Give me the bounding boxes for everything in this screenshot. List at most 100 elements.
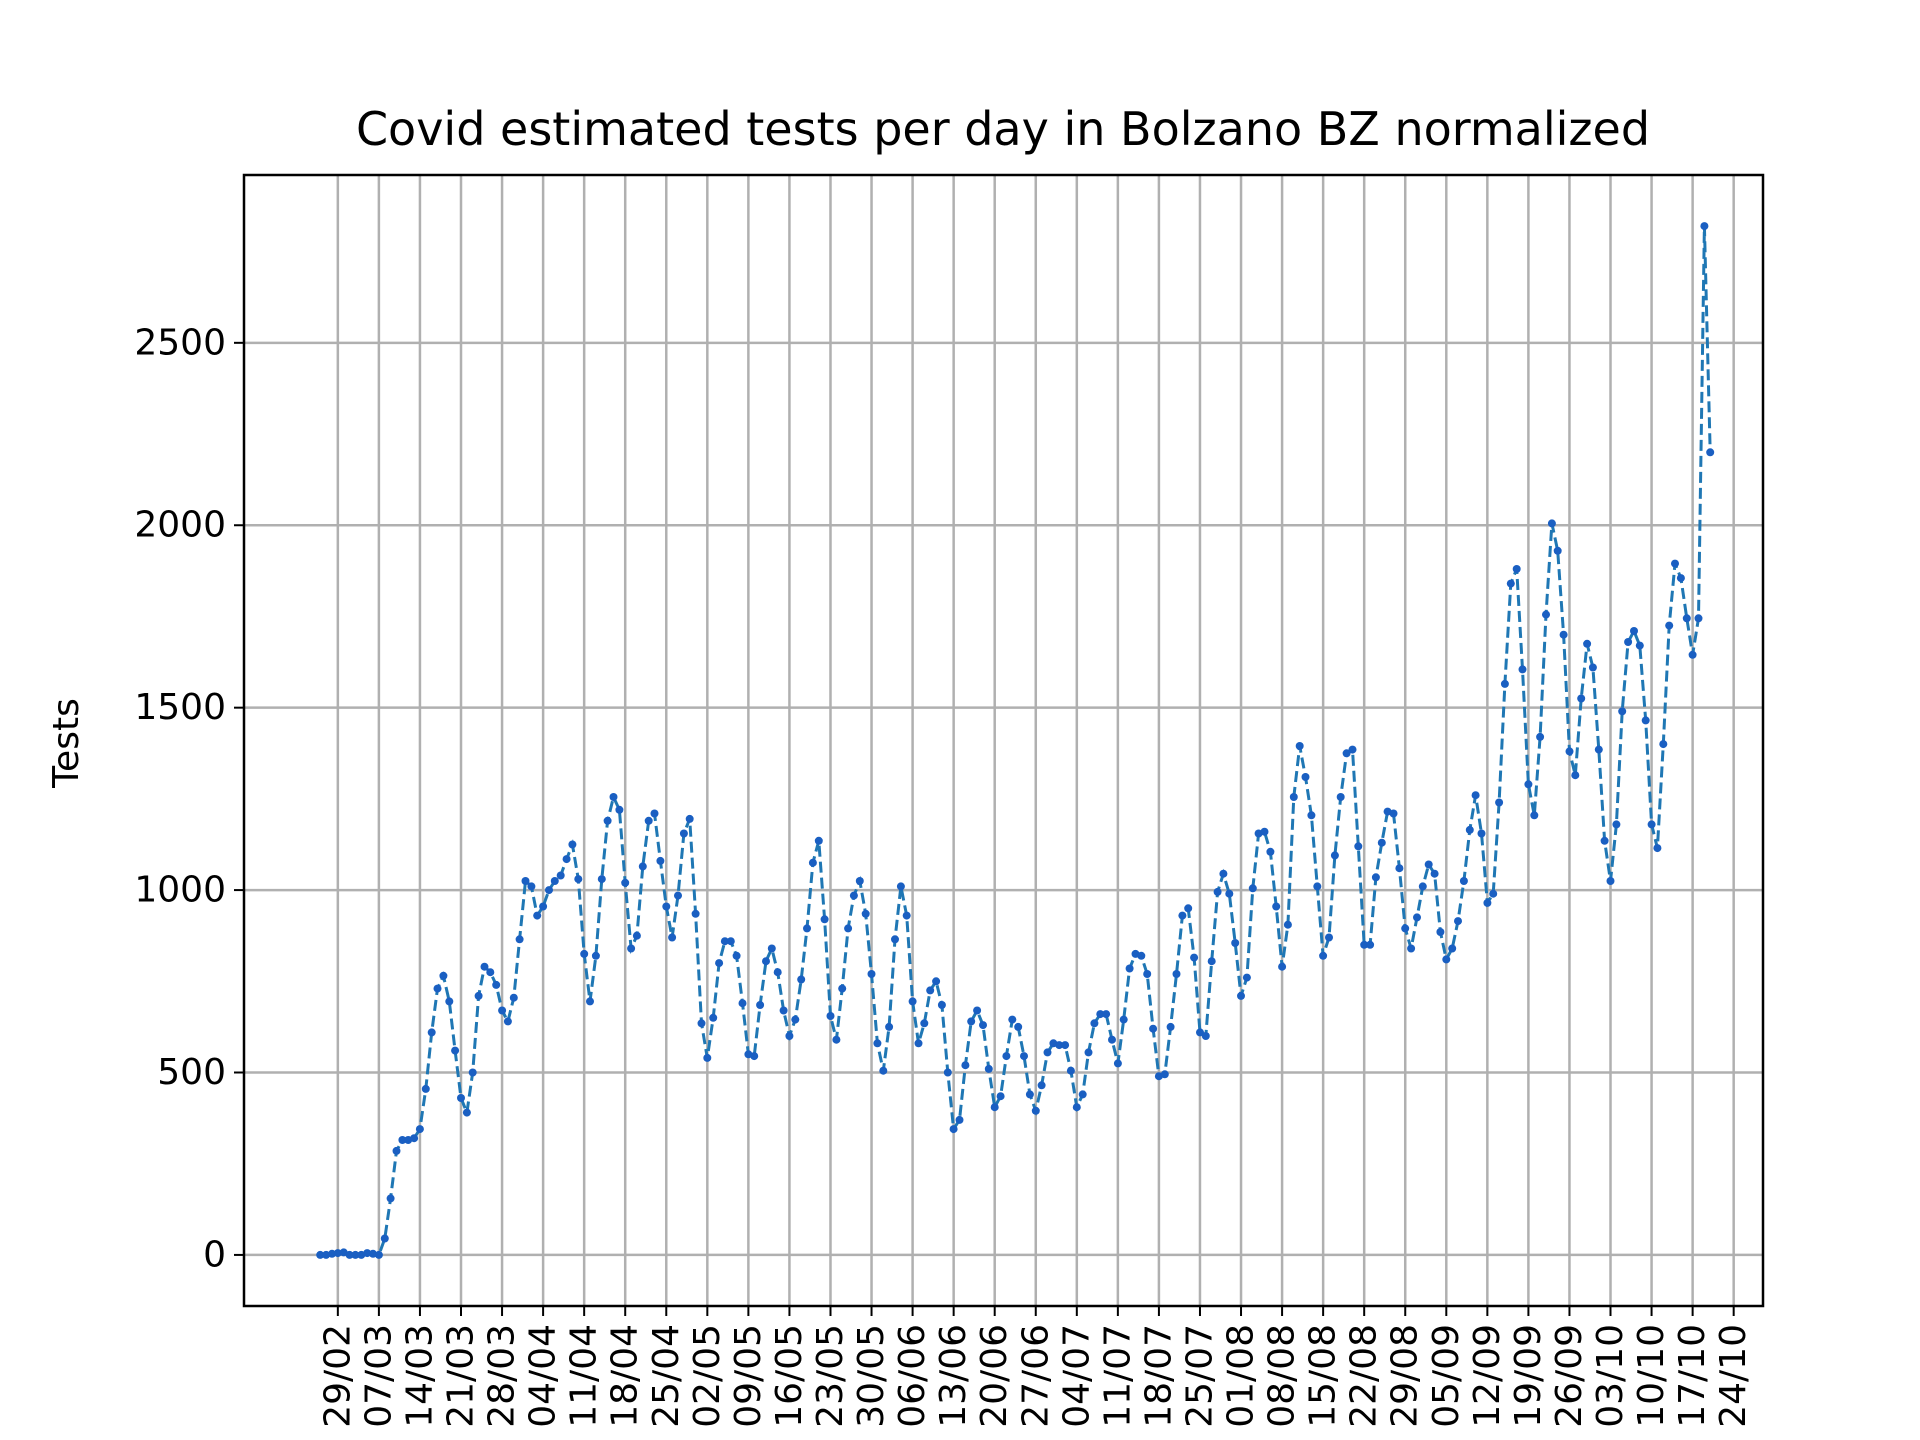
data-point — [656, 856, 665, 865]
data-point — [1272, 902, 1281, 911]
data-point — [345, 1250, 354, 1259]
data-point — [1184, 904, 1193, 913]
data-point — [949, 1125, 958, 1134]
data-point — [879, 1066, 888, 1075]
data-point — [674, 891, 682, 900]
data-point — [410, 1134, 419, 1143]
data-point — [791, 1015, 800, 1024]
data-point — [885, 1022, 894, 1031]
data-point — [891, 935, 899, 944]
data-point — [1025, 1090, 1034, 1099]
y-tick-label: 2000 — [134, 505, 226, 546]
data-point — [1055, 1041, 1064, 1050]
data-point — [1547, 519, 1556, 528]
data-point — [1395, 864, 1404, 873]
data-point — [955, 1115, 964, 1124]
data-point — [715, 959, 724, 968]
data-point — [568, 840, 577, 849]
data-point — [1295, 742, 1304, 750]
data-point — [1108, 1035, 1116, 1044]
data-point — [1125, 964, 1134, 973]
x-tick-label: 20/06 — [974, 1324, 1015, 1428]
data-point — [1037, 1081, 1046, 1090]
data-point — [539, 902, 548, 911]
axes: 29/02 07/03 14/03 21/03 28/03 04/04 11/04 18/04… — [134, 322, 1754, 1427]
data-point — [462, 1108, 471, 1117]
data-point — [445, 997, 454, 1006]
data-point — [1688, 650, 1697, 659]
data-point — [1530, 811, 1539, 820]
data-point — [1495, 798, 1504, 807]
data-point — [1377, 838, 1386, 847]
data-point — [545, 886, 553, 895]
data-point — [1542, 610, 1550, 619]
data-point — [451, 1046, 460, 1055]
data-point — [1354, 842, 1363, 851]
data-point — [920, 1019, 929, 1028]
data-point — [738, 999, 747, 1008]
data-point — [486, 968, 495, 977]
data-point — [767, 944, 776, 953]
x-tick-label: 08/08 — [1262, 1324, 1303, 1428]
y-axis-label: Tests — [46, 698, 87, 789]
data-point — [1260, 827, 1269, 836]
data-point — [803, 924, 811, 933]
data-point — [943, 1068, 952, 1077]
data-point — [996, 1092, 1005, 1101]
data-point — [1407, 944, 1416, 953]
data-point — [1676, 574, 1685, 583]
data-point — [1430, 869, 1439, 878]
data-point — [1671, 559, 1679, 568]
data-point — [1219, 869, 1228, 878]
data-point — [363, 1249, 372, 1258]
x-tick-label: 06/06 — [892, 1324, 933, 1428]
data-point — [644, 816, 653, 825]
data-point — [1536, 732, 1545, 741]
data-point — [691, 909, 700, 918]
data-point — [1694, 614, 1703, 623]
data-point — [709, 1013, 718, 1022]
data-point — [627, 944, 636, 953]
data-point — [1020, 1052, 1028, 1061]
data-point — [908, 997, 917, 1006]
data-point — [1635, 641, 1644, 650]
data-point — [1647, 820, 1656, 829]
data-point — [1283, 920, 1292, 929]
data-point — [550, 877, 559, 885]
data-point — [984, 1064, 993, 1073]
data-point — [380, 1234, 389, 1243]
data-point — [1090, 1019, 1099, 1028]
data-point — [750, 1052, 759, 1061]
data-point — [1389, 809, 1398, 818]
data-point — [662, 902, 671, 911]
data-point — [374, 1250, 383, 1259]
data-point — [1031, 1106, 1040, 1115]
data-point — [586, 997, 594, 1006]
data-point — [838, 984, 847, 993]
data-point — [632, 931, 641, 940]
data-point — [1160, 1070, 1169, 1079]
x-tick-label: 11/04 — [564, 1324, 605, 1428]
x-tick-label: 10/10 — [1631, 1324, 1672, 1428]
data-point — [1360, 940, 1369, 949]
data-point — [726, 937, 735, 946]
data-point — [902, 911, 911, 920]
data-point — [1459, 877, 1468, 885]
plot-frame — [242, 173, 1765, 1308]
data-point — [521, 877, 530, 885]
data-point — [1413, 913, 1421, 922]
x-tick-label: 15/08 — [1303, 1324, 1344, 1428]
data-point — [1237, 991, 1245, 1000]
x-tick-label: 18/04 — [605, 1324, 646, 1428]
data-point — [621, 878, 630, 887]
data-point — [1553, 546, 1562, 555]
x-tick-label: 14/03 — [399, 1324, 440, 1428]
data-point — [1096, 1010, 1105, 1019]
data-point — [1196, 1028, 1204, 1037]
data-point — [1454, 917, 1462, 926]
data-point — [762, 957, 770, 966]
data-point — [844, 924, 853, 933]
data-point — [979, 1021, 987, 1030]
data-point — [1600, 836, 1609, 845]
data-point — [855, 877, 864, 885]
